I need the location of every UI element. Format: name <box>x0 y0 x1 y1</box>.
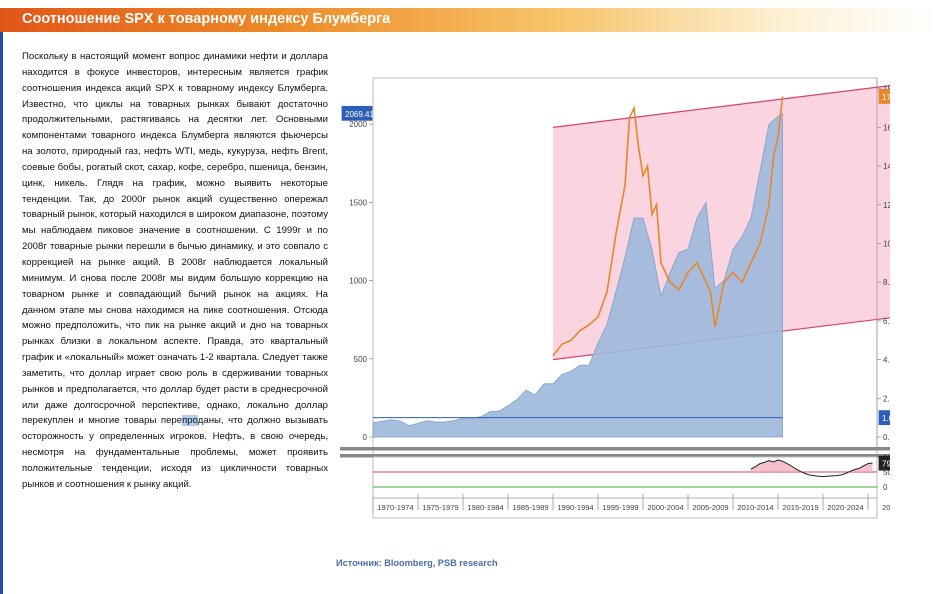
text-selection-highlight: про <box>182 415 198 427</box>
left-tick-label: 1500 <box>349 198 367 207</box>
right-tick-label: 2.00 <box>883 394 890 403</box>
x-tick-label: 1985-1989 <box>512 503 548 512</box>
spx-area-fill <box>372 112 783 438</box>
lower-tick-label: 50 <box>883 468 890 477</box>
right-last-value-badge: 17.6004 <box>882 93 890 102</box>
right-reference-badge: 1.00 <box>882 414 890 423</box>
commentary-part-1: Поскольку в настоящий момент вопрос дина… <box>22 51 328 427</box>
right-tick-label: 16.00 <box>883 123 890 132</box>
x-tick-label: 2020-2024 <box>827 503 863 512</box>
x-tick-label: 2010-2014 <box>737 503 773 512</box>
right-tick-label: 12.00 <box>883 201 890 210</box>
ratio-line <box>552 96 784 357</box>
left-tick-label: 0 <box>363 433 368 442</box>
ratio-series-line <box>552 96 784 357</box>
x-tick-label: 1995-1999 <box>602 503 638 512</box>
right-reference-badge-box <box>878 410 890 426</box>
right-tick-label: 6.00 <box>883 317 890 326</box>
right-last-value-badge-box <box>878 89 890 104</box>
commentary-part-2: даны, что должно вызывать осторожность у… <box>22 415 328 490</box>
x-axis: 1970-1974 1975-1979 1980-1984 1985-1989 1990… <box>372 494 890 512</box>
right-tick-label: 10.00 <box>883 240 890 249</box>
lower-series-line <box>750 459 873 478</box>
left-tick-label: 1000 <box>349 277 367 286</box>
page-title: Соотношение SPX к товарному индексу Блум… <box>22 11 391 27</box>
x-tick-label: 2005-2009 <box>692 503 728 512</box>
x-tick-label: 1980-1984 <box>467 503 503 512</box>
x-tick-label: 2025 <box>882 503 890 512</box>
spx-area <box>372 112 783 438</box>
value-badges: 2069.41 17.6004 1.00 79.5226 <box>341 89 890 471</box>
panel-separator-top <box>340 447 890 451</box>
left-last-value-badge-box <box>341 105 373 121</box>
x-tick-label: 1970-1974 <box>377 503 413 512</box>
panel-separator-bottom <box>340 454 890 458</box>
lower-last-value-badge: 79.5226 <box>882 460 890 469</box>
right-tick-label: 8.00 <box>883 278 890 287</box>
lower-overbought-fill <box>751 460 873 472</box>
left-tick-label: 500 <box>354 355 368 364</box>
x-tick-label: 1990-1994 <box>557 503 593 512</box>
x-tick-label: 2015-2019 <box>782 503 818 512</box>
left-border <box>0 32 3 594</box>
right-tick-label: 4.00 <box>883 356 890 365</box>
lower-last-value-badge-box <box>878 455 890 471</box>
x-tick-label: 2000-2004 <box>647 503 683 512</box>
title-bar: Соотношение SPX к товарному индексу Блум… <box>0 8 936 32</box>
right-tick-label: 0.00 <box>883 433 890 442</box>
channel-upper-line <box>552 84 890 128</box>
x-tick-label: 1975-1979 <box>422 503 458 512</box>
left-last-value-badge: 2069.41 <box>345 110 374 119</box>
source-note: Источник: Bloomberg, PSB research <box>336 558 498 568</box>
lower-panel <box>340 447 890 488</box>
lower-tick-label: 0 <box>883 483 888 492</box>
right-tick-label: 14.00 <box>883 162 890 171</box>
ratio-chart: 05001000150020000.002.004.006.008.0010.0… <box>340 77 890 519</box>
left-tick-label: 2000 <box>349 120 367 129</box>
commentary-text: Поскольку в настоящий момент вопрос дина… <box>22 49 328 493</box>
